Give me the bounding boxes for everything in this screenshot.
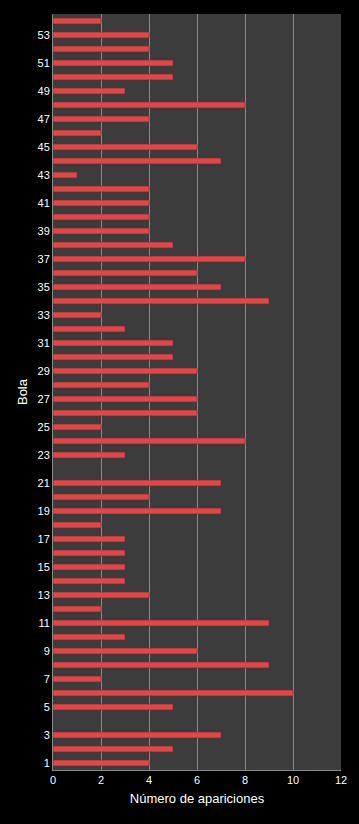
svg-text:45: 45 [38,141,50,153]
svg-text:2: 2 [98,774,104,786]
svg-text:4: 4 [146,774,152,786]
svg-text:51: 51 [38,57,50,69]
svg-text:7: 7 [44,673,50,685]
svg-text:13: 13 [38,589,50,601]
svg-text:21: 21 [38,477,50,489]
svg-text:1: 1 [44,757,50,769]
svg-text:23: 23 [38,449,50,461]
svg-text:27: 27 [38,393,50,405]
svg-text:10: 10 [287,774,299,786]
svg-text:41: 41 [38,197,50,209]
svg-text:Número de apariciones: Número de apariciones [130,791,265,806]
svg-text:35: 35 [38,281,50,293]
svg-text:17: 17 [38,533,50,545]
svg-text:49: 49 [38,85,50,97]
svg-text:15: 15 [38,561,50,573]
svg-text:9: 9 [44,645,50,657]
svg-text:31: 31 [38,337,50,349]
svg-text:Bola: Bola [15,378,30,405]
svg-text:5: 5 [44,701,50,713]
svg-text:11: 11 [38,617,49,629]
svg-text:33: 33 [38,309,50,321]
svg-text:43: 43 [38,169,50,181]
svg-text:0: 0 [50,774,56,786]
svg-text:53: 53 [38,29,50,41]
svg-text:29: 29 [38,365,50,377]
svg-text:25: 25 [38,421,50,433]
svg-text:39: 39 [38,225,50,237]
svg-text:3: 3 [44,729,50,741]
svg-text:8: 8 [242,774,248,786]
svg-text:19: 19 [38,505,50,517]
svg-text:6: 6 [194,774,200,786]
svg-text:47: 47 [38,113,50,125]
svg-text:12: 12 [335,774,347,786]
svg-text:37: 37 [38,253,50,265]
